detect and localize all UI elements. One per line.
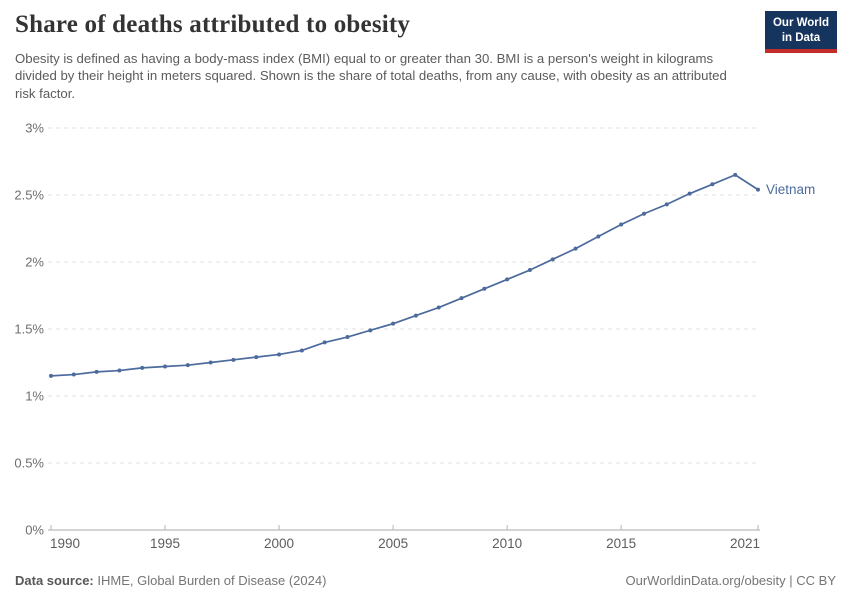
- chart-footer: Data source: IHME, Global Burden of Dise…: [15, 573, 836, 588]
- data-point[interactable]: [573, 246, 578, 251]
- data-point[interactable]: [254, 355, 259, 360]
- y-axis-tick-label: 2%: [25, 255, 44, 270]
- data-point[interactable]: [185, 363, 190, 368]
- x-axis-tick-label: 2021: [730, 536, 760, 551]
- data-point[interactable]: [756, 187, 760, 192]
- chart-title: Share of deaths attributed to obesity: [15, 11, 411, 38]
- y-axis-tick-label: 3%: [25, 121, 44, 136]
- data-point[interactable]: [687, 191, 692, 196]
- x-axis-tick-label: 2010: [492, 536, 522, 551]
- data-point[interactable]: [527, 268, 532, 273]
- data-source: Data source: IHME, Global Burden of Dise…: [15, 573, 326, 588]
- data-source-label: Data source:: [15, 573, 94, 588]
- x-axis-tick-label: 2005: [378, 536, 408, 551]
- data-point[interactable]: [94, 369, 99, 374]
- data-point[interactable]: [596, 234, 601, 239]
- data-point[interactable]: [436, 305, 441, 310]
- data-point[interactable]: [550, 257, 555, 262]
- data-source-text[interactable]: IHME, Global Burden of Disease (2024): [93, 573, 327, 588]
- data-point[interactable]: [117, 368, 122, 373]
- data-point[interactable]: [208, 360, 213, 365]
- x-axis-tick-label: 2015: [606, 536, 636, 551]
- data-point[interactable]: [664, 202, 669, 207]
- data-point[interactable]: [322, 340, 327, 345]
- data-point[interactable]: [277, 352, 282, 357]
- data-line[interactable]: [50, 174, 759, 377]
- data-point[interactable]: [163, 364, 168, 369]
- data-point[interactable]: [459, 296, 464, 301]
- data-point[interactable]: [345, 335, 350, 340]
- data-point[interactable]: [299, 348, 304, 353]
- x-axis-tick-label: 2000: [264, 536, 294, 551]
- data-point[interactable]: [482, 286, 487, 291]
- credit-link[interactable]: OurWorldinData.org/obesity | CC BY: [625, 573, 837, 588]
- data-point[interactable]: [49, 373, 53, 378]
- y-axis-tick-label: 1.5%: [14, 322, 44, 337]
- data-point[interactable]: [505, 277, 510, 282]
- data-point[interactable]: [231, 357, 236, 362]
- entity-label[interactable]: Vietnam: [766, 182, 815, 197]
- owid-logo-line1: Our World: [772, 17, 829, 29]
- data-point[interactable]: [733, 172, 738, 177]
- data-point[interactable]: [641, 211, 646, 216]
- x-axis-tick-label: 1990: [50, 536, 80, 551]
- y-axis-tick-label: 1%: [25, 389, 44, 404]
- data-point[interactable]: [619, 222, 624, 227]
- data-point[interactable]: [710, 182, 715, 187]
- line-chart[interactable]: 0% 0.5% 1% 1.5% 2% 2.5% 3% 1990 1995 2000 2005 2010…: [0, 110, 850, 560]
- data-point[interactable]: [413, 313, 418, 318]
- owid-logo[interactable]: Our World in Data: [764, 11, 837, 54]
- x-axis-tick-label: 1995: [150, 536, 180, 551]
- y-axis-tick-label: 0%: [25, 523, 44, 538]
- y-axis-tick-label: 2.5%: [14, 188, 44, 203]
- owid-logo-line2: in Data: [781, 31, 821, 44]
- data-point[interactable]: [368, 328, 373, 333]
- y-axis-tick-label: 0.5%: [14, 456, 44, 471]
- data-point[interactable]: [140, 365, 145, 370]
- data-point[interactable]: [391, 321, 396, 326]
- chart-subtitle: Obesity is defined as having a body-mass…: [15, 51, 727, 101]
- data-point[interactable]: [71, 372, 76, 377]
